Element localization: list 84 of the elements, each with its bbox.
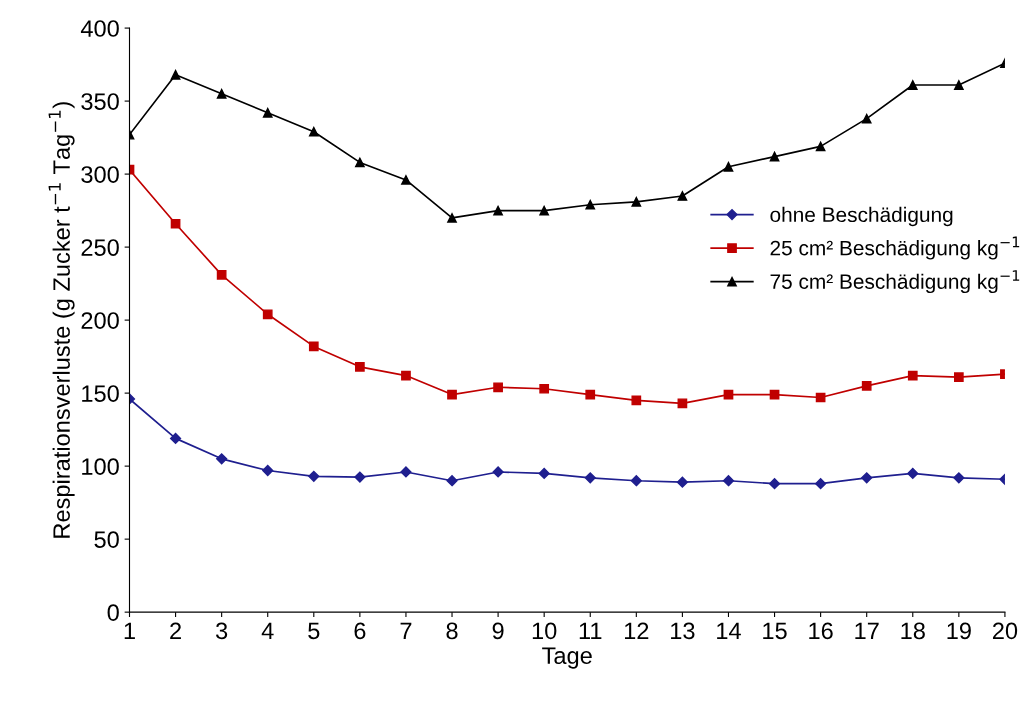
point xyxy=(216,88,227,99)
point xyxy=(768,478,781,490)
point xyxy=(539,205,550,216)
x-tick-label: 6 xyxy=(354,622,366,640)
point xyxy=(815,478,827,490)
point xyxy=(308,341,319,352)
point xyxy=(216,269,227,280)
y-tick-label: 300 xyxy=(81,166,119,183)
point xyxy=(861,113,872,124)
point xyxy=(401,370,411,381)
point xyxy=(447,213,457,223)
point xyxy=(401,175,411,185)
point xyxy=(447,389,457,400)
x-tick-label: 1 xyxy=(124,622,135,639)
point xyxy=(262,107,273,118)
x-tick-label: 9 xyxy=(492,622,504,640)
point xyxy=(677,398,688,409)
legend-label: 25 cm² Beschädigung kg$^{−1}$ xyxy=(770,236,1020,260)
point xyxy=(861,380,872,391)
x-tick-label: 18 xyxy=(901,622,925,640)
point xyxy=(907,467,919,480)
point xyxy=(493,382,503,393)
point xyxy=(769,151,780,162)
legend-label: 75 cm² Beschädigung kg$^{−1}$ xyxy=(770,270,1020,294)
point xyxy=(446,475,458,487)
y-tick-label: 0 xyxy=(107,604,119,621)
point xyxy=(308,470,320,482)
point xyxy=(216,453,228,465)
y-tick-label: 400 xyxy=(80,20,119,37)
point xyxy=(861,472,873,484)
x-tick-label: 14 xyxy=(717,622,741,639)
point xyxy=(630,475,642,487)
point xyxy=(631,196,642,207)
point xyxy=(585,199,596,210)
x-tick-label: 12 xyxy=(624,622,649,639)
point xyxy=(170,69,181,80)
point xyxy=(262,464,274,477)
x-tick-label: 10 xyxy=(532,622,557,640)
point xyxy=(355,361,365,372)
y-tick-label: 50 xyxy=(94,531,119,548)
point xyxy=(953,372,964,382)
x-tick-label: 5 xyxy=(308,622,320,640)
x-tick-label: 20 xyxy=(992,622,1018,640)
point xyxy=(677,191,688,201)
x-tick-label: 2 xyxy=(170,622,181,639)
point xyxy=(262,309,273,320)
point xyxy=(584,472,596,484)
point xyxy=(169,432,182,444)
x-tick-label: 19 xyxy=(947,622,971,640)
y-tick-label: 150 xyxy=(82,385,119,402)
x-tick-label: 3 xyxy=(215,622,228,640)
x-axis-title: Tage xyxy=(542,647,592,669)
point xyxy=(722,475,735,487)
point xyxy=(907,80,918,90)
x-tick-label: 7 xyxy=(400,622,412,639)
point xyxy=(585,389,596,400)
point xyxy=(492,466,504,478)
point xyxy=(631,395,642,406)
y-tick-label: 100 xyxy=(82,458,119,475)
point xyxy=(723,161,734,172)
x-tick-label: 11 xyxy=(579,622,602,639)
point xyxy=(354,471,366,483)
point xyxy=(953,472,965,484)
point xyxy=(815,141,826,152)
x-tick-label: 16 xyxy=(809,622,833,640)
y-tick-label: 350 xyxy=(81,93,119,110)
x-tick-label: 4 xyxy=(261,622,274,639)
point xyxy=(907,370,918,381)
point xyxy=(308,126,319,137)
point xyxy=(539,383,550,394)
point xyxy=(493,205,503,216)
point xyxy=(953,80,964,90)
y-tick-label: 200 xyxy=(81,312,119,329)
x-tick-label: 8 xyxy=(446,622,458,640)
x-tick-label: 17 xyxy=(855,622,879,639)
x-tick-label: 13 xyxy=(671,622,695,640)
point xyxy=(170,218,181,229)
legend-label: ohne Beschädigung xyxy=(770,206,953,227)
point xyxy=(538,467,550,480)
y-axis-title: Respirationsverluste (g Zucker t$^{−1}$ Tag$^{−1}$) xyxy=(48,102,75,538)
point xyxy=(676,476,689,488)
y-tick-label: 250 xyxy=(81,239,119,256)
point xyxy=(355,157,365,168)
x-tick-label: 15 xyxy=(763,622,787,640)
